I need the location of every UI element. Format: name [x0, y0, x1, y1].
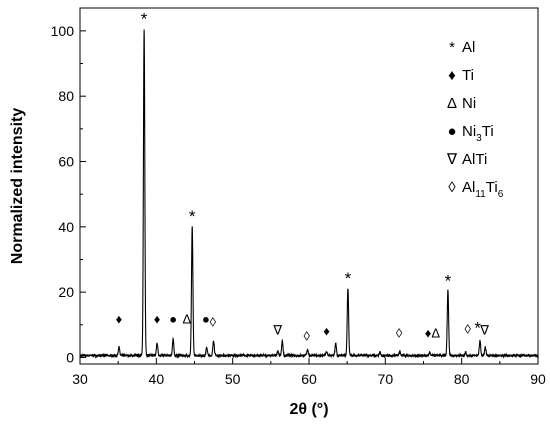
- peak-marker: ∇: [272, 323, 282, 338]
- x-tick-label: 60: [301, 371, 317, 387]
- peak-marker: ♦: [425, 326, 432, 341]
- y-axis: 0 20 40 60 80 100: [51, 23, 86, 365]
- peak-marker: ♦: [154, 311, 161, 326]
- legend-label-text: Ti: [462, 67, 474, 84]
- legend-symbol: ∇: [446, 151, 458, 168]
- legend: * Al♦ TiΔ Ni● Ni3Ti∇ AlTi◊ Al11Ti6: [446, 39, 504, 200]
- y-tick-label: 40: [58, 219, 74, 235]
- peak-marker: ◊: [465, 322, 472, 337]
- legend-label: Ti: [462, 67, 474, 84]
- peak-marker: ♦: [116, 311, 123, 326]
- series-line: [79, 29, 539, 359]
- peak-marker: ●: [202, 311, 210, 326]
- legend-label-text: Ni: [462, 95, 476, 112]
- peak-marker: ♦: [323, 324, 330, 339]
- peak-marker: Δ: [183, 311, 192, 326]
- x-tick-label: 50: [225, 371, 241, 387]
- y-tick-label: 20: [58, 284, 74, 300]
- peak-marker: ◊: [396, 326, 403, 341]
- x-axis: 30 40 50 60 70 80 90: [72, 358, 546, 387]
- peak-marker: *: [474, 319, 481, 338]
- peak-marker: *: [141, 9, 148, 28]
- legend-label: Al11Ti6: [462, 179, 504, 200]
- legend-symbol: ◊: [448, 179, 456, 196]
- legend-label-text: Al: [462, 39, 475, 56]
- peak-marker: *: [189, 207, 196, 226]
- x-tick-label: 90: [530, 371, 546, 387]
- legend-label-text: Al: [462, 179, 475, 196]
- y-tick-label: 60: [58, 154, 74, 170]
- legend-subscript: 6: [498, 189, 504, 200]
- peak-marker: ◊: [210, 315, 217, 330]
- peak-marker: ∇: [479, 323, 489, 338]
- peak-marker: ●: [169, 311, 177, 326]
- legend-label: Al: [462, 39, 475, 56]
- x-tick-label: 80: [454, 371, 470, 387]
- peak-marker: *: [445, 272, 452, 291]
- x-tick-label: 70: [378, 371, 394, 387]
- legend-label: Ni3Ti: [462, 123, 494, 144]
- legend-suffix: Ti: [482, 123, 494, 140]
- legend-symbol: ●: [447, 123, 456, 140]
- y-axis-title: Normalized intensity: [9, 108, 26, 265]
- x-axis-title: 2θ (°): [289, 401, 328, 418]
- peak-annotations: *** *♦ ♦♦ ♦● ●ΔΔ◊◊ ◊ ◊∇ ∇*: [116, 9, 490, 343]
- y-tick-label: 80: [58, 88, 74, 104]
- legend-label-text: Ni: [462, 123, 476, 140]
- peak-marker: Δ: [431, 326, 440, 341]
- legend-subscript: 3: [476, 133, 482, 144]
- y-tick-label: 0: [66, 349, 74, 365]
- x-tick-label: 30: [72, 371, 88, 387]
- peak-marker: ◊: [303, 328, 310, 343]
- peak-marker: *: [345, 269, 352, 288]
- legend-symbol: Δ: [447, 95, 457, 112]
- x-tick-label: 40: [149, 371, 165, 387]
- legend-subscript: 11: [475, 189, 486, 200]
- legend-label: Ni: [462, 95, 476, 112]
- legend-label-text: AlTi: [462, 151, 487, 168]
- y-tick-label: 100: [51, 23, 75, 39]
- legend-label: AlTi: [462, 151, 487, 168]
- legend-suffix: Ti: [486, 179, 498, 196]
- legend-symbol: *: [449, 39, 455, 56]
- legend-symbol: ♦: [448, 67, 456, 84]
